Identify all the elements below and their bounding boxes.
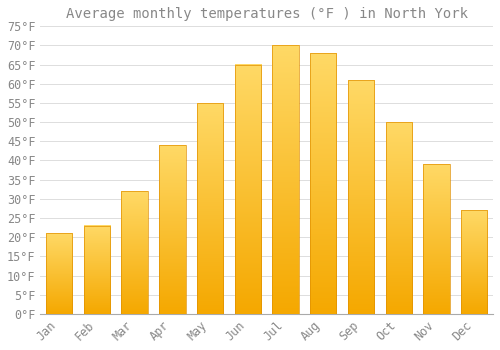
Bar — [310, 53, 336, 314]
Title: Average monthly temperatures (°F ) in North York: Average monthly temperatures (°F ) in No… — [66, 7, 468, 21]
Bar — [234, 65, 261, 314]
Bar — [424, 164, 450, 314]
Bar — [84, 226, 110, 314]
Bar — [46, 233, 72, 314]
Bar — [461, 210, 487, 314]
Bar — [272, 46, 299, 314]
Bar — [159, 145, 186, 314]
Bar — [122, 191, 148, 314]
Bar — [197, 103, 224, 314]
Bar — [348, 80, 374, 314]
Bar — [386, 122, 412, 314]
